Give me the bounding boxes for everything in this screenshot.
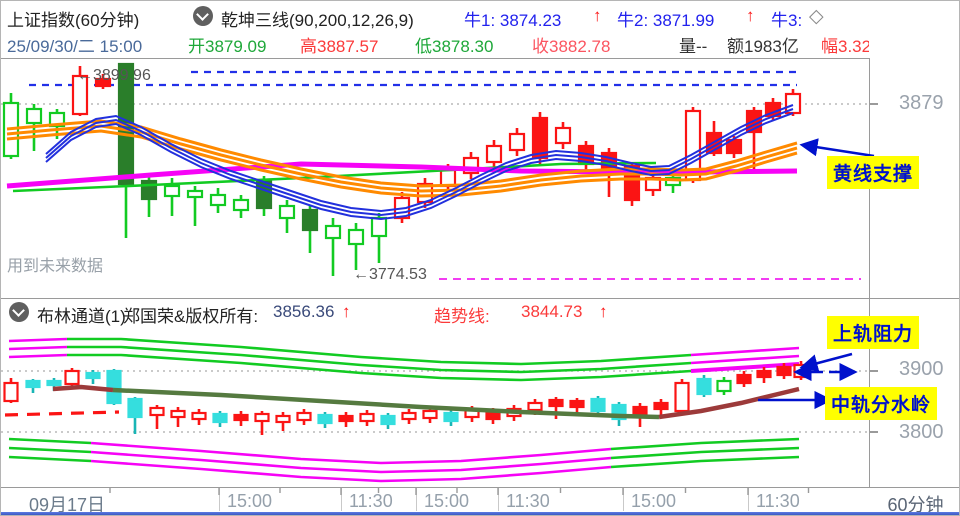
high-value: 高3887.57 [300,37,379,56]
trendline-label: 趋势线: [434,307,490,326]
bollinger-chart-canvas[interactable] [1,327,869,485]
horizontal-scrollbar[interactable] [1,512,959,515]
bollinger-up-arrow: ↑ [342,302,351,321]
bull1-up-arrow: ↑ [593,6,602,25]
trendline-value: 3844.73 [521,302,583,321]
yellow-resistance-annotation: 上轨阻力 [827,316,920,349]
open-value: 开3879.09 [188,37,267,56]
chevron-down-circle-icon[interactable] [9,302,29,322]
ohlc-bar: 25/09/30/二 15:00 开3879.09 高3887.57 低3878… [1,29,869,57]
yellow-midline-annotation: 中轨分水岭 [825,387,938,420]
time-label: 15:00 [631,491,677,511]
datetime-label: 25/09/30/二 15:00 [7,37,143,56]
price-label-3900: 3900 [899,358,944,380]
time-label: 15:00 [227,491,273,511]
high-price-marker: ←3899.96 [77,67,151,84]
indicator-name: 乾坤三线(90,200,12,26,9) [221,11,414,29]
price-gutter-divider [869,58,870,512]
volume-value: 量-- [679,37,708,56]
time-axis: 09月17日 15:00 11:30 15:00 11:30 15:00 11:… [1,487,959,515]
bull2-up-arrow: ↑ [746,6,755,25]
price-label-3800: 3800 [899,421,944,443]
main-chart-canvas[interactable] [1,59,869,297]
chevron-down-circle-icon[interactable] [193,6,213,26]
low-price-marker: ←3774.53 [353,266,427,283]
time-label: 15:00 [424,491,470,511]
future-data-note: 用到未来数据 [7,258,104,275]
bull3-diamond-icon: ◇ [809,6,824,27]
bull3-label: 牛3: [771,11,803,29]
time-label: 09月17日 [29,495,106,515]
copyright-label: 郑国荣&版权所有: [123,307,259,326]
amplitude-value: 幅3.32 [821,37,869,56]
period-selector[interactable]: 60分钟 [887,495,944,515]
bull1-value: 牛1: 3874.23 [464,11,562,29]
bollinger-header: 布林通道(1) 郑国荣&版权所有: 3856.36 ↑ 趋势线: 3844.73… [1,299,869,326]
time-label: 11:30 [506,491,550,511]
bull2-value: 牛2: 3871.99 [617,11,715,29]
price-label-3879: 3879 [899,92,944,114]
bollinger-value: 3856.36 [273,302,335,321]
trendline-up-arrow: ↑ [599,302,608,321]
panel-divider [1,298,959,299]
time-label: 11:30 [756,491,800,511]
main-header: 上证指数(60分钟) 乾坤三线(90,200,12,26,9) 牛1: 3874… [1,1,869,29]
header-divider [1,58,869,59]
time-label: 11:30 [349,491,393,511]
close-value: 收3882.78 [532,37,611,56]
amount-value: 额1983亿 [727,37,799,56]
yellow-support-annotation: 黄线支撑 [827,156,920,189]
low-value: 低3878.30 [415,37,494,56]
index-title: 上证指数(60分钟) [7,11,140,29]
bollinger-title: 布林通道(1) [37,307,126,326]
